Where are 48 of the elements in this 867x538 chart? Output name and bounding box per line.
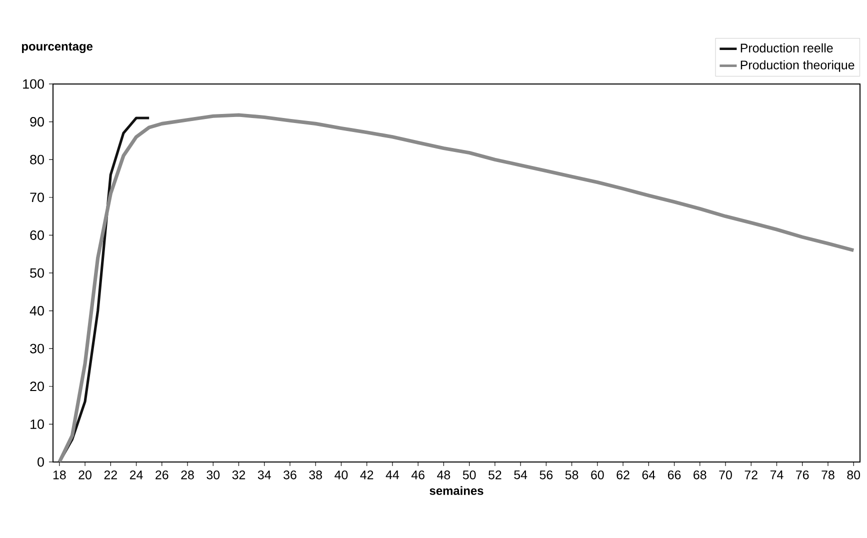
y-tick-label: 60 <box>30 230 44 240</box>
x-tick-label: 32 <box>232 470 246 480</box>
x-tick-label: 64 <box>642 470 656 480</box>
x-tick-label: 60 <box>591 470 604 480</box>
x-tick-label: 24 <box>130 470 143 480</box>
x-tick-label: 46 <box>411 470 424 480</box>
x-tick-label: 44 <box>386 470 400 480</box>
x-tick-label: 72 <box>744 470 758 480</box>
x-tick-label: 68 <box>694 470 706 480</box>
x-tick-label: 76 <box>796 470 809 480</box>
x-tick-label: 66 <box>668 470 681 480</box>
x-tick-label: 20 <box>78 470 92 480</box>
x-tick-label: 34 <box>258 470 271 480</box>
line-series <box>58 113 856 462</box>
y-tick-label: 50 <box>30 268 44 278</box>
y-tick-label: 20 <box>30 382 44 392</box>
x-tick-label: 42 <box>360 470 374 480</box>
x-tick-label: 26 <box>156 470 168 480</box>
x-tick-label: 52 <box>488 470 502 480</box>
x-tick-label: 54 <box>514 470 528 480</box>
x-tick-label: 62 <box>616 470 630 480</box>
y-tick-label: 0 <box>38 457 44 467</box>
x-tick-label: 18 <box>53 470 66 480</box>
y-tick-label: 100 <box>23 79 44 89</box>
y-tick-label: 70 <box>30 192 44 202</box>
y-tick-label: 10 <box>30 419 44 429</box>
x-tick-label: 38 <box>309 470 322 480</box>
y-axis-title: pourcentage <box>22 42 93 54</box>
y-tick-label: 90 <box>30 117 44 127</box>
y-tick-label: 30 <box>30 344 44 354</box>
x-tick-label: 80 <box>847 470 860 480</box>
x-axis-title: semaines <box>430 486 484 495</box>
x-tick-label: 22 <box>104 470 117 480</box>
x-tick-label: 36 <box>284 470 296 480</box>
x-tick-label: 74 <box>770 470 784 480</box>
x-tick-label: 28 <box>181 470 194 480</box>
x-tick-label: 70 <box>719 470 732 480</box>
x-tick-label: 56 <box>540 470 553 480</box>
x-tick-label: 58 <box>565 470 578 480</box>
y-tick-label: 80 <box>30 154 44 164</box>
legend-label: Production theorique <box>740 60 854 72</box>
x-tick-label: 50 <box>462 470 476 480</box>
y-tick-label: 40 <box>30 306 44 316</box>
x-tick-label: 30 <box>206 470 220 480</box>
x-tick-label: 78 <box>822 470 834 480</box>
x-tick-label: 48 <box>437 470 450 480</box>
x-tick-label: 40 <box>334 470 348 480</box>
legend-label: Production reelle <box>740 43 833 52</box>
